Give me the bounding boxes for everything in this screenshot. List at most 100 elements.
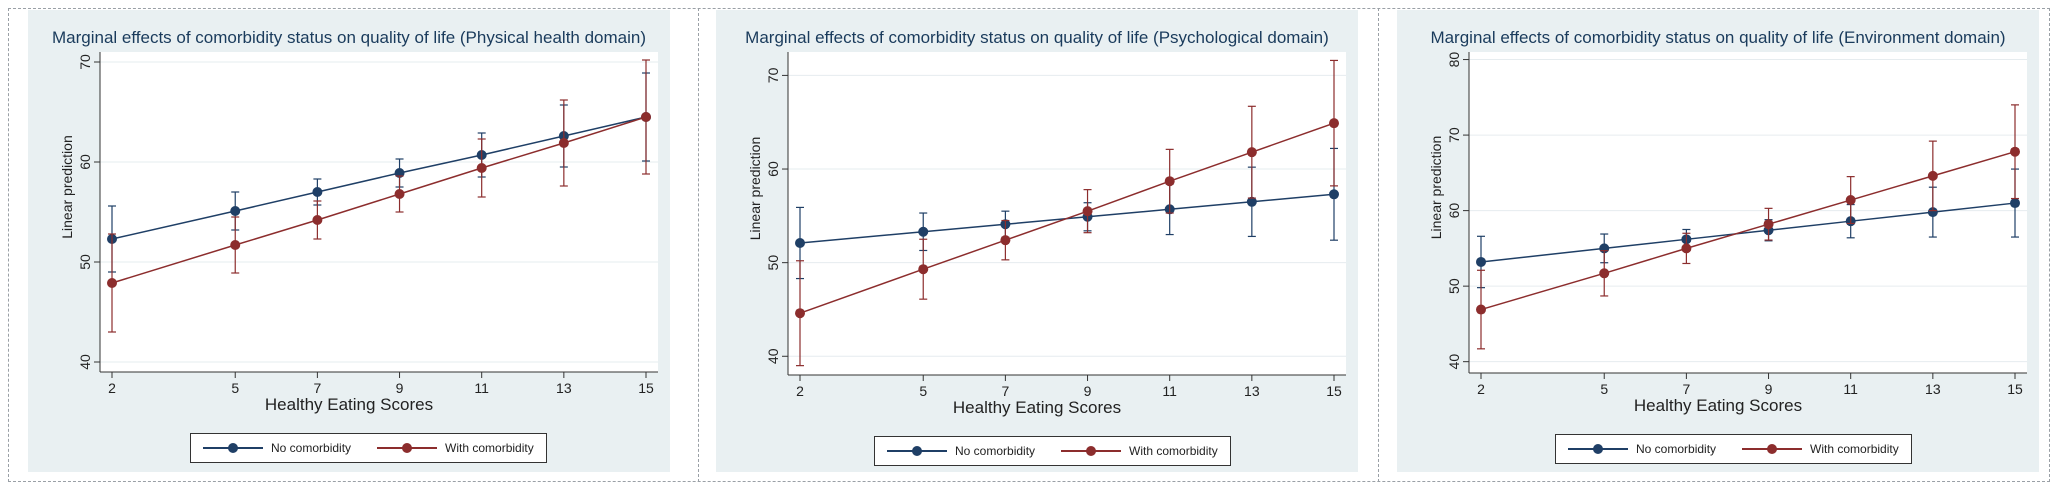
x-tick-label: 13 bbox=[1925, 381, 1941, 397]
x-tick-label: 13 bbox=[556, 380, 572, 396]
x-tick-label: 9 bbox=[396, 380, 404, 396]
y-tick-label: 60 bbox=[77, 154, 93, 170]
data-point bbox=[1000, 235, 1011, 246]
y-tick-label: 70 bbox=[765, 67, 781, 83]
legend-label: No comorbidity bbox=[1636, 442, 1717, 456]
x-tick-label: 7 bbox=[1682, 381, 1690, 397]
x-tick-label: 15 bbox=[1326, 383, 1342, 399]
panel-divider-2 bbox=[1378, 8, 1379, 482]
plot-background bbox=[1469, 52, 2027, 373]
data-point bbox=[2010, 198, 2020, 209]
data-point bbox=[394, 189, 405, 199]
legend-item-no-comorbidity: No comorbidity bbox=[1568, 442, 1716, 456]
x-tick-label: 5 bbox=[1600, 381, 1608, 397]
x-tick-label: 5 bbox=[919, 383, 927, 399]
legend-item-with-comorbidity: With comorbidity bbox=[1061, 444, 1218, 458]
data-point bbox=[641, 112, 651, 122]
data-point bbox=[107, 278, 117, 288]
y-tick-label: 40 bbox=[765, 348, 781, 364]
y-tick-label: 70 bbox=[77, 54, 93, 70]
outer-frame bbox=[8, 8, 2050, 482]
y-tick-label: 80 bbox=[1446, 52, 1462, 68]
x-tick-label: 15 bbox=[638, 380, 654, 396]
data-point bbox=[1329, 189, 1339, 200]
x-tick-label: 9 bbox=[1084, 383, 1092, 399]
data-point bbox=[1681, 243, 1692, 254]
data-point bbox=[476, 163, 487, 173]
chart-panel-psychological: Marginal effects of comorbidity status o… bbox=[716, 10, 1358, 472]
x-axis-title: Healthy Eating Scores bbox=[265, 395, 433, 414]
data-point bbox=[918, 264, 929, 275]
y-tick-label: 40 bbox=[77, 354, 93, 370]
data-point bbox=[1476, 256, 1486, 267]
x-tick-label: 2 bbox=[1477, 381, 1485, 397]
y-tick-label: 60 bbox=[765, 161, 781, 177]
data-point bbox=[1329, 118, 1339, 129]
legend-label: With comorbidity bbox=[445, 441, 534, 455]
x-tick-label: 11 bbox=[474, 380, 489, 396]
legend-swatch-red bbox=[1742, 443, 1803, 455]
plot-background bbox=[100, 52, 658, 372]
data-point bbox=[918, 226, 929, 237]
data-point bbox=[2010, 146, 2020, 157]
legend-swatch-red bbox=[1061, 445, 1122, 457]
legend: No comorbidity With comorbidity bbox=[874, 436, 1231, 466]
plot-area: 40 50 60 70 2 5 7 9 11 13 15 Healthy Eating Scores L… bbox=[747, 52, 1346, 417]
panel-divider-1 bbox=[698, 8, 699, 482]
y-tick-label: 50 bbox=[1446, 278, 1462, 294]
legend-item-no-comorbidity: No comorbidity bbox=[887, 444, 1035, 458]
plot-area: 40 50 60 70 80 2 5 7 9 11 13 15 Healthy Eating Score… bbox=[1428, 52, 2027, 415]
x-tick-label: 11 bbox=[1843, 381, 1858, 397]
legend-label: No comorbidity bbox=[955, 444, 1036, 458]
x-tick-label: 11 bbox=[1162, 383, 1177, 399]
data-point bbox=[558, 138, 569, 148]
legend-swatch-blue bbox=[203, 442, 263, 454]
legend-item-with-comorbidity: With comorbidity bbox=[377, 441, 534, 455]
x-tick-label: 2 bbox=[796, 383, 804, 399]
y-tick-label: 40 bbox=[1446, 354, 1462, 370]
legend-item-no-comorbidity: No comorbidity bbox=[203, 441, 351, 455]
chart-panel-physical: Marginal effects of comorbidity status o… bbox=[28, 10, 670, 472]
data-point bbox=[1927, 170, 1938, 181]
y-axis-title: Linear prediction bbox=[59, 135, 75, 239]
y-tick-label: 70 bbox=[1446, 127, 1462, 143]
data-point bbox=[795, 308, 805, 319]
x-tick-label: 7 bbox=[1001, 383, 1009, 399]
x-axis-title: Healthy Eating Scores bbox=[1634, 396, 1802, 415]
data-point bbox=[1927, 207, 1938, 218]
legend-label: With comorbidity bbox=[1129, 444, 1218, 458]
data-point bbox=[312, 215, 323, 225]
data-point bbox=[1082, 206, 1093, 217]
plot-background bbox=[788, 52, 1346, 375]
legend-swatch-blue bbox=[1568, 443, 1628, 455]
legend-swatch-red bbox=[377, 442, 438, 454]
y-tick-label: 60 bbox=[1446, 203, 1462, 219]
chart-title: Marginal effects of comorbidity status o… bbox=[51, 28, 647, 47]
data-point bbox=[1763, 219, 1774, 230]
data-point bbox=[230, 240, 241, 250]
legend-item-with-comorbidity: With comorbidity bbox=[1742, 442, 1899, 456]
legend: No comorbidity With comorbidity bbox=[190, 433, 547, 463]
legend-label: No comorbidity bbox=[271, 441, 352, 455]
y-axis-title: Linear prediction bbox=[1428, 136, 1444, 240]
x-axis-title: Healthy Eating Scores bbox=[953, 398, 1121, 417]
data-point bbox=[1246, 147, 1257, 158]
legend: No comorbidity With comorbidity bbox=[1555, 434, 1912, 464]
data-point bbox=[230, 206, 241, 216]
x-tick-label: 13 bbox=[1244, 383, 1260, 399]
data-point bbox=[1845, 195, 1856, 206]
plot-area: 40 50 60 70 2 5 7 9 11 13 15 Healthy Eating Scores L… bbox=[59, 52, 658, 414]
x-tick-label: 15 bbox=[2007, 381, 2023, 397]
chart-panel-environment: Marginal effects of comorbidity status o… bbox=[1397, 10, 2039, 472]
x-tick-label: 7 bbox=[313, 380, 321, 396]
y-axis-title: Linear prediction bbox=[747, 137, 763, 241]
x-tick-label: 5 bbox=[231, 380, 239, 396]
chart-title: Marginal effects of comorbidity status o… bbox=[745, 28, 1329, 47]
data-point bbox=[1599, 268, 1610, 279]
legend-label: With comorbidity bbox=[1810, 442, 1899, 456]
data-point bbox=[312, 187, 323, 197]
legend-swatch-blue bbox=[887, 445, 947, 457]
y-tick-label: 50 bbox=[77, 254, 93, 270]
data-point bbox=[1246, 196, 1257, 207]
x-tick-label: 2 bbox=[108, 380, 116, 396]
